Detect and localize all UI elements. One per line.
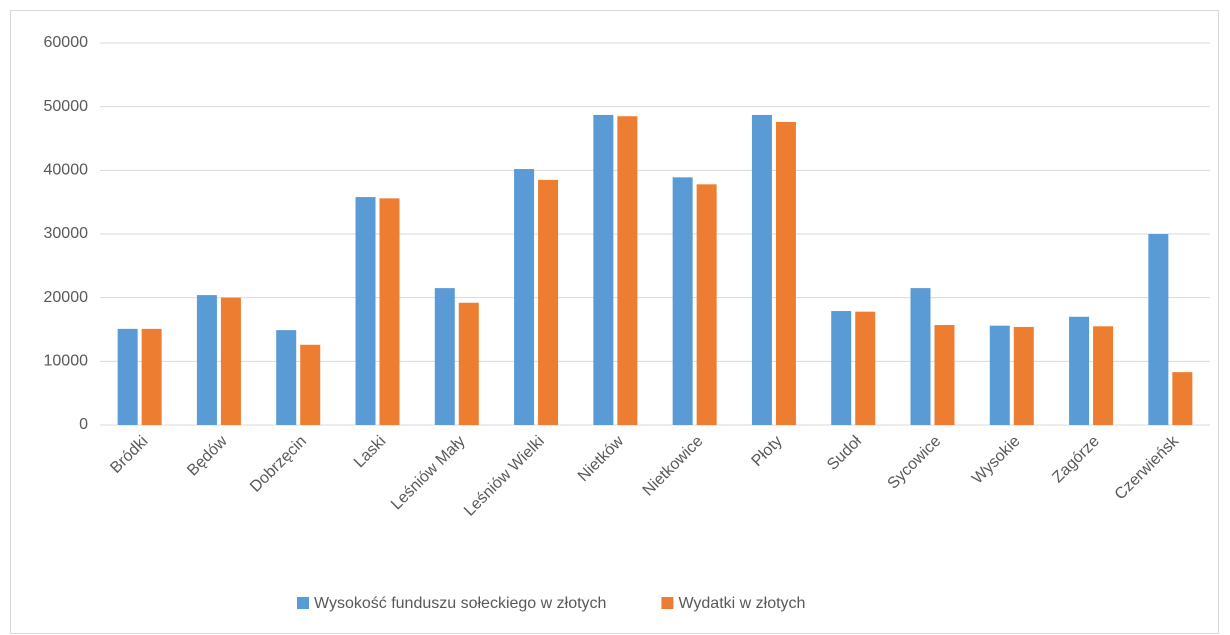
bar [276, 330, 297, 425]
x-tick-label: Nietków [575, 432, 628, 485]
bar [300, 344, 321, 425]
bar [220, 297, 241, 425]
y-tick-label: 20000 [44, 289, 89, 306]
bar [934, 325, 955, 425]
bar [910, 288, 931, 425]
x-tick-label: Nietkowice [640, 433, 707, 500]
y-tick-label: 40000 [44, 162, 89, 179]
bar [593, 114, 614, 426]
x-tick-label: Czerwieńsk [1112, 432, 1183, 503]
legend-label: Wysokość funduszu sołeckiego w złotych [314, 595, 606, 612]
bar [1013, 326, 1034, 425]
x-tick-label: Będów [184, 432, 231, 479]
y-tick-label: 10000 [44, 353, 89, 370]
y-tick-label: 30000 [44, 225, 89, 242]
bar [1148, 234, 1169, 425]
bar [696, 184, 717, 425]
bar [355, 197, 376, 425]
bar [141, 328, 162, 425]
bar [1172, 372, 1193, 425]
y-tick-label: 50000 [44, 98, 89, 115]
bar [514, 169, 535, 425]
bar [831, 311, 852, 425]
bar [117, 328, 138, 425]
bar [538, 179, 559, 425]
legend-swatch [297, 597, 309, 609]
bar [196, 295, 217, 425]
x-tick-label: Sudoł [824, 432, 865, 473]
bar [434, 288, 455, 425]
bar [855, 311, 876, 425]
bar [1069, 316, 1090, 425]
x-tick-label: Leśniów Wielki [461, 433, 548, 520]
bar [775, 121, 796, 426]
bar [458, 302, 479, 425]
x-tick-label: Leśniów Mały [388, 433, 469, 514]
bar [1093, 326, 1114, 425]
x-tick-label: Płoty [749, 433, 786, 470]
x-tick-label: Sycowice [885, 433, 945, 493]
x-tick-label: Laski [351, 433, 389, 471]
bar [751, 114, 772, 426]
bar [617, 116, 638, 425]
y-tick-label: 60000 [44, 34, 89, 51]
x-tick-label: Dobrzęcin [247, 433, 310, 496]
legend-swatch [661, 597, 674, 609]
legend-label: Wydatki w złotych [678, 595, 805, 612]
y-tick-label: 0 [79, 416, 88, 433]
bar [672, 177, 693, 425]
bar [379, 198, 400, 425]
x-tick-label: Bródki [107, 433, 151, 477]
x-tick-label: Zagórze [1049, 433, 1103, 487]
bar [989, 325, 1010, 425]
chart-frame [10, 10, 1219, 634]
x-tick-label: Wysokie [969, 433, 1024, 488]
